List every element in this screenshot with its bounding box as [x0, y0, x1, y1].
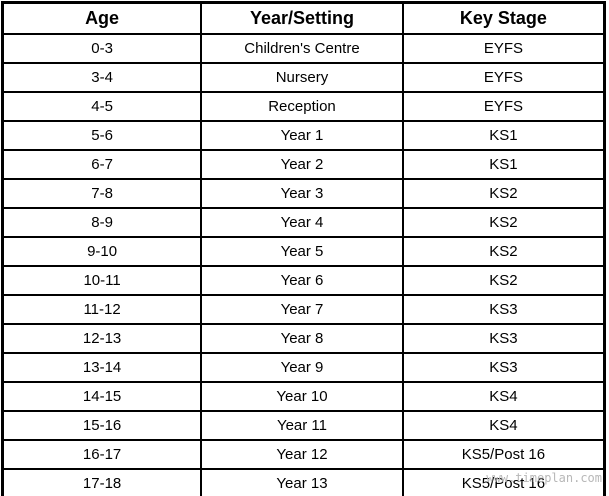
table-cell-age: 12-13 [1, 323, 203, 354]
column-header-key-stage: Key Stage [401, 1, 606, 35]
table-row: 12-13 Year 8 KS3 [1, 323, 606, 354]
table-row: 9-10 Year 5 KS2 [1, 236, 606, 267]
table-cell-key-stage: KS4 [401, 381, 606, 412]
table-cell-key-stage: KS5/Post 16 [401, 439, 606, 470]
table-row: 15-16 Year 11 KS4 [1, 410, 606, 441]
table-cell-age: 5-6 [1, 120, 203, 151]
table-cell-age: 15-16 [1, 410, 203, 441]
table-cell-year-setting: Nursery [200, 62, 404, 93]
table-cell-key-stage: EYFS [401, 91, 606, 122]
table-row: 13-14 Year 9 KS3 [1, 352, 606, 383]
table-cell-year-setting: Year 3 [200, 178, 404, 209]
table-cell-year-setting: Year 10 [200, 381, 404, 412]
table-row: 4-5 Reception EYFS [1, 91, 606, 122]
table-cell-key-stage: KS3 [401, 294, 606, 325]
table-row: 17-18 Year 13 KS5/Post 16 [1, 468, 606, 496]
table-cell-key-stage: KS1 [401, 120, 606, 151]
table-cell-year-setting: Year 13 [200, 468, 404, 496]
table-body: 0-3 Children's Centre EYFS 3-4 Nursery EYFS 4-… [1, 33, 606, 496]
table-row: 6-7 Year 2 KS1 [1, 149, 606, 180]
table-cell-key-stage: KS2 [401, 265, 606, 296]
table-row: 14-15 Year 10 KS4 [1, 381, 606, 412]
table-row: 3-4 Nursery EYFS [1, 62, 606, 93]
table-row: 16-17 Year 12 KS5/Post 16 [1, 439, 606, 470]
table-cell-key-stage: EYFS [401, 62, 606, 93]
table-cell-age: 3-4 [1, 62, 203, 93]
table-row: 7-8 Year 3 KS2 [1, 178, 606, 209]
table-cell-key-stage: KS4 [401, 410, 606, 441]
table-cell-key-stage: KS5/Post 16 [401, 468, 606, 496]
table-cell-key-stage: KS3 [401, 352, 606, 383]
table-cell-key-stage: EYFS [401, 33, 606, 64]
table-cell-age: 14-15 [1, 381, 203, 412]
table-cell-key-stage: KS3 [401, 323, 606, 354]
table-cell-age: 17-18 [1, 468, 203, 496]
table-cell-key-stage: KS2 [401, 178, 606, 209]
table-cell-year-setting: Children's Centre [200, 33, 404, 64]
table-cell-age: 7-8 [1, 178, 203, 209]
table-cell-year-setting: Year 4 [200, 207, 404, 238]
table-cell-key-stage: KS2 [401, 236, 606, 267]
table-header-row: Age Year/Setting Key Stage [1, 1, 606, 35]
table-cell-age: 13-14 [1, 352, 203, 383]
table-row: 10-11 Year 6 KS2 [1, 265, 606, 296]
table-cell-key-stage: KS1 [401, 149, 606, 180]
table-cell-year-setting: Year 9 [200, 352, 404, 383]
table-cell-year-setting: Reception [200, 91, 404, 122]
table-cell-year-setting: Year 7 [200, 294, 404, 325]
table-cell-age: 0-3 [1, 33, 203, 64]
column-header-year-setting: Year/Setting [200, 1, 404, 35]
table-cell-age: 11-12 [1, 294, 203, 325]
table-cell-key-stage: KS2 [401, 207, 606, 238]
table-cell-year-setting: Year 12 [200, 439, 404, 470]
table-row: 0-3 Children's Centre EYFS [1, 33, 606, 64]
table-cell-age: 16-17 [1, 439, 203, 470]
table-cell-age: 9-10 [1, 236, 203, 267]
table-cell-year-setting: Year 11 [200, 410, 404, 441]
table-row: 5-6 Year 1 KS1 [1, 120, 606, 151]
table-cell-year-setting: Year 6 [200, 265, 404, 296]
table-cell-age: 8-9 [1, 207, 203, 238]
column-header-age: Age [1, 1, 203, 35]
table-cell-year-setting: Year 2 [200, 149, 404, 180]
table-row: 8-9 Year 4 KS2 [1, 207, 606, 238]
table-cell-age: 4-5 [1, 91, 203, 122]
table-cell-year-setting: Year 1 [200, 120, 404, 151]
table-cell-year-setting: Year 5 [200, 236, 404, 267]
table-cell-age: 10-11 [1, 265, 203, 296]
table-cell-year-setting: Year 8 [200, 323, 404, 354]
table-row: 11-12 Year 7 KS3 [1, 294, 606, 325]
table-cell-age: 6-7 [1, 149, 203, 180]
